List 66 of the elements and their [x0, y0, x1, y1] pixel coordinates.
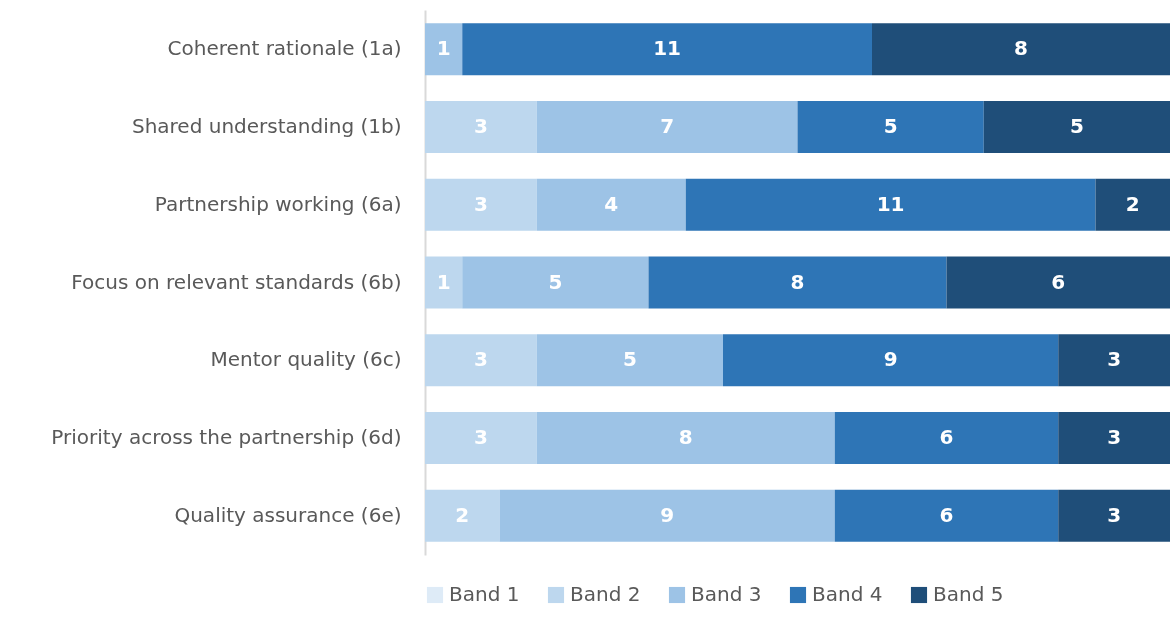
bar: [1095, 178, 1170, 231]
bar: [983, 100, 1170, 154]
bar: [1058, 334, 1170, 387]
data-label: 11: [876, 191, 905, 216]
bar: [648, 256, 947, 309]
bar: [425, 178, 537, 231]
bar: [1058, 489, 1170, 542]
legend-label: Band 3: [691, 582, 762, 606]
y-tick-label: Shared understanding (1b): [131, 114, 402, 139]
y-tick-label: Coherent rationale (1a): [167, 36, 402, 61]
bar: [462, 256, 649, 309]
data-label: 9: [883, 347, 898, 372]
data-label: 8: [1014, 36, 1028, 61]
y-tick-label: Partnership working (6a): [154, 191, 402, 216]
bar: [797, 100, 984, 154]
data-label: 7: [660, 114, 675, 139]
data-label: 2: [455, 502, 470, 527]
bar: [462, 23, 872, 76]
bar: [536, 100, 798, 154]
bar: [1058, 411, 1170, 465]
data-label: 8: [790, 269, 805, 294]
data-label: 2: [1125, 191, 1140, 216]
legend-label: Band 5: [933, 582, 1004, 606]
bar: [536, 178, 686, 231]
data-label: 3: [473, 191, 488, 216]
data-label: 3: [473, 114, 488, 139]
y-tick-label: Quality assurance (6e): [174, 502, 402, 527]
legend-label: Band 2: [570, 582, 641, 606]
bar: [425, 256, 463, 309]
bar: [723, 334, 1059, 387]
bar: [425, 23, 463, 76]
bar: [425, 334, 537, 387]
bar: [834, 489, 1059, 542]
data-label: 4: [604, 191, 619, 216]
data-label: 6: [939, 502, 954, 527]
data-label: 5: [1069, 114, 1084, 139]
data-label: 1: [436, 36, 451, 61]
bar: [425, 100, 537, 154]
data-label: 3: [1107, 424, 1122, 449]
data-label: 5: [883, 114, 898, 139]
bar: [425, 489, 500, 542]
legend-label: Band 4: [812, 582, 883, 606]
legend-label: Band 1: [449, 582, 520, 606]
bar: [685, 178, 1096, 231]
data-label: 5: [622, 347, 637, 372]
bar: [425, 411, 537, 465]
data-label: 3: [473, 424, 488, 449]
y-tick-label: Mentor quality (6c): [210, 347, 402, 372]
data-label: 8: [678, 424, 693, 449]
data-label: 3: [1107, 502, 1122, 527]
y-tick-label: Focus on relevant standards (6b): [71, 269, 402, 294]
bar: [834, 411, 1059, 465]
data-label: 1: [436, 269, 451, 294]
data-label: 5: [548, 269, 563, 294]
data-label: 11: [653, 36, 682, 61]
bar: [499, 489, 835, 542]
data-label: 6: [1051, 269, 1066, 294]
bar: [536, 411, 835, 465]
bar: [536, 334, 723, 387]
data-label: 3: [473, 347, 488, 372]
data-label: 9: [660, 502, 675, 527]
bar: [872, 23, 1170, 76]
y-tick-label: Priority across the partnership (6d): [51, 424, 402, 449]
data-label: 3: [1107, 347, 1122, 372]
data-label: 6: [939, 424, 954, 449]
bar: [946, 256, 1170, 309]
